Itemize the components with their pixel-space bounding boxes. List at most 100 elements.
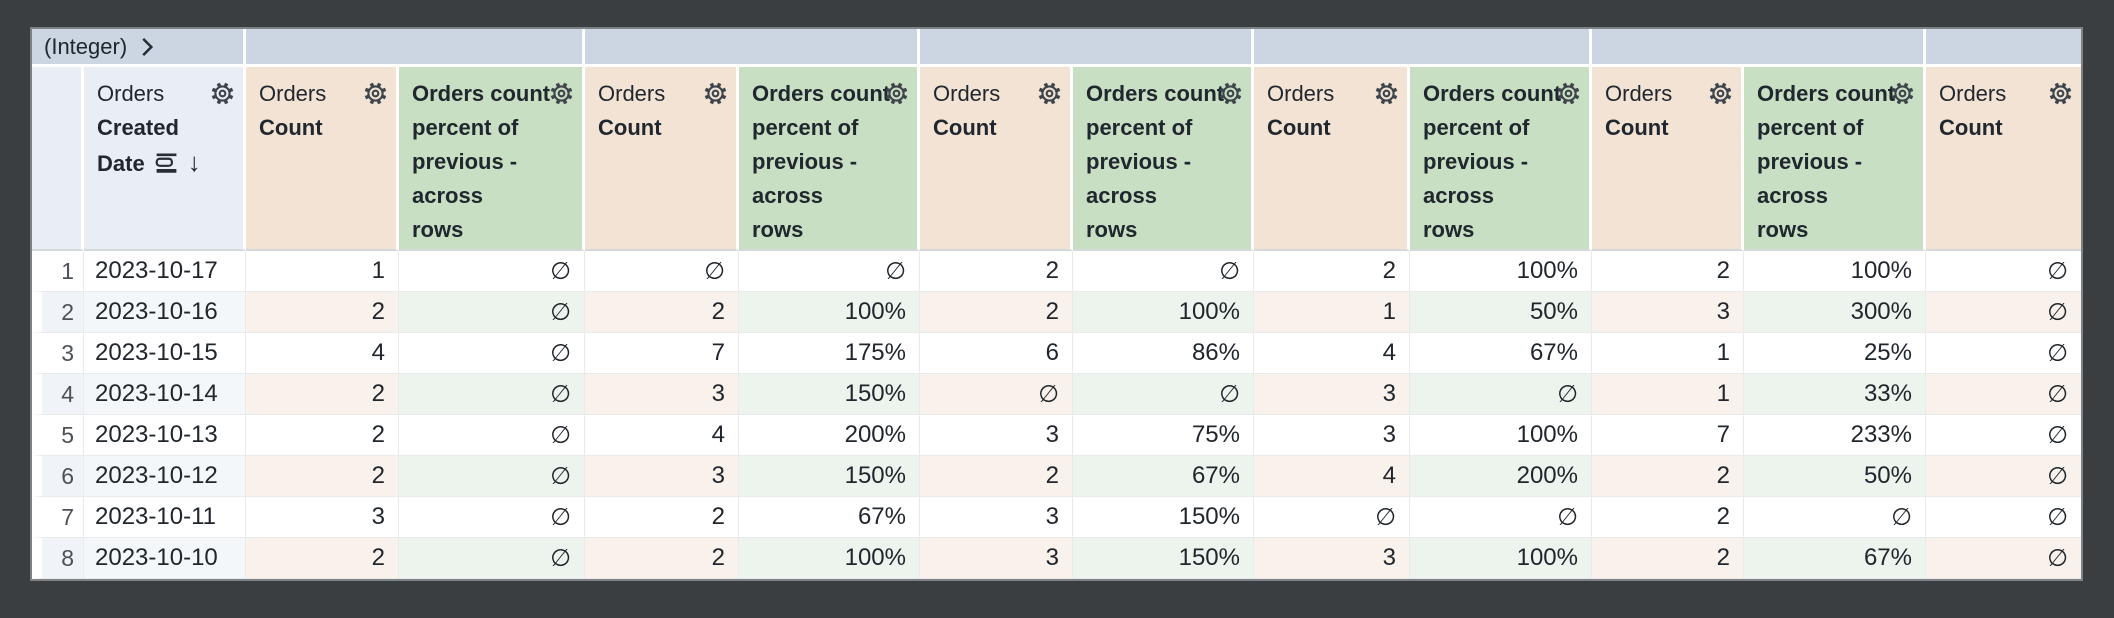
gear-icon[interactable] — [883, 80, 910, 107]
count-value-cell[interactable]: 2 — [1592, 456, 1744, 497]
gear-icon[interactable] — [548, 80, 575, 107]
count-value-cell[interactable]: 7 — [585, 333, 739, 374]
count-value-cell[interactable]: 2 — [1592, 251, 1744, 292]
gear-icon[interactable] — [1707, 80, 1734, 107]
percent-value-cell[interactable]: ∅ — [739, 251, 920, 292]
count-value-cell[interactable]: 2 — [920, 456, 1073, 497]
count-value-cell[interactable]: 2 — [585, 538, 739, 579]
count-value-cell[interactable]: 2 — [1592, 497, 1744, 538]
percent-value-cell[interactable]: ∅ — [399, 333, 585, 374]
percent-value-cell[interactable]: ∅ — [399, 497, 585, 538]
percent-value-cell[interactable]: ∅ — [399, 374, 585, 415]
count-value-cell[interactable]: 3 — [1254, 538, 1410, 579]
count-value-cell[interactable]: ∅ — [1926, 374, 2081, 415]
count-value-cell[interactable]: ∅ — [1926, 251, 2081, 292]
percent-value-cell[interactable]: 175% — [739, 333, 920, 374]
date-cell[interactable]: 2023-10-12 — [84, 456, 246, 497]
count-value-cell[interactable]: ∅ — [1254, 497, 1410, 538]
date-cell[interactable]: 2023-10-11 — [84, 497, 246, 538]
percent-value-cell[interactable]: 67% — [1410, 333, 1592, 374]
percent-value-cell[interactable]: ∅ — [399, 538, 585, 579]
percent-value-cell[interactable]: 100% — [739, 538, 920, 579]
count-value-cell[interactable]: 3 — [585, 456, 739, 497]
percent-value-cell[interactable]: 100% — [1744, 251, 1926, 292]
count-value-cell[interactable]: 2 — [920, 292, 1073, 333]
date-cell[interactable]: 2023-10-16 — [84, 292, 246, 333]
count-value-cell[interactable]: ∅ — [1926, 538, 2081, 579]
column-header-orders-count[interactable]: Orders Count — [1592, 67, 1744, 251]
count-value-cell[interactable]: ∅ — [1926, 333, 2081, 374]
count-value-cell[interactable]: 3 — [1254, 374, 1410, 415]
gear-icon[interactable] — [1217, 80, 1244, 107]
column-header-orders-count-percent-of-previous[interactable]: Orders count percent of previous - acros… — [1073, 67, 1254, 251]
percent-value-cell[interactable]: 150% — [1073, 538, 1254, 579]
percent-value-cell[interactable]: 200% — [1410, 456, 1592, 497]
count-value-cell[interactable]: 2 — [920, 251, 1073, 292]
percent-value-cell[interactable]: 150% — [739, 456, 920, 497]
chevron-right-icon[interactable] — [134, 34, 160, 60]
count-value-cell[interactable]: 1 — [1592, 333, 1744, 374]
count-value-cell[interactable]: 4 — [1254, 333, 1410, 374]
percent-value-cell[interactable]: ∅ — [399, 251, 585, 292]
percent-value-cell[interactable]: 233% — [1744, 415, 1926, 456]
column-header-orders-count[interactable]: Orders Count — [920, 67, 1073, 251]
gear-icon[interactable] — [1555, 80, 1582, 107]
count-value-cell[interactable]: ∅ — [1926, 292, 2081, 333]
percent-value-cell[interactable]: 200% — [739, 415, 920, 456]
count-value-cell[interactable]: 2 — [246, 538, 399, 579]
percent-value-cell[interactable]: 86% — [1073, 333, 1254, 374]
count-value-cell[interactable]: 3 — [1254, 415, 1410, 456]
date-cell[interactable]: 2023-10-10 — [84, 538, 246, 579]
gear-icon[interactable] — [1036, 80, 1063, 107]
gear-icon[interactable] — [362, 80, 389, 107]
count-value-cell[interactable]: 4 — [1254, 456, 1410, 497]
count-value-cell[interactable]: ∅ — [1926, 456, 2081, 497]
count-value-cell[interactable]: ∅ — [1926, 497, 2081, 538]
column-header-orders-count[interactable]: Orders Count — [1926, 67, 2081, 251]
percent-value-cell[interactable]: ∅ — [1410, 374, 1592, 415]
count-value-cell[interactable]: ∅ — [1926, 415, 2081, 456]
column-header-orders-count[interactable]: Orders Count — [1254, 67, 1410, 251]
percent-value-cell[interactable]: 67% — [1744, 538, 1926, 579]
count-value-cell[interactable]: ∅ — [920, 374, 1073, 415]
count-value-cell[interactable]: 2 — [585, 292, 739, 333]
percent-value-cell[interactable]: 25% — [1744, 333, 1926, 374]
count-value-cell[interactable]: 2 — [585, 497, 739, 538]
percent-value-cell[interactable]: 300% — [1744, 292, 1926, 333]
date-cell[interactable]: 2023-10-17 — [84, 251, 246, 292]
percent-value-cell[interactable]: ∅ — [1744, 497, 1926, 538]
count-value-cell[interactable]: 3 — [920, 538, 1073, 579]
percent-value-cell[interactable]: 100% — [1410, 251, 1592, 292]
count-value-cell[interactable]: 3 — [920, 497, 1073, 538]
percent-value-cell[interactable]: ∅ — [1073, 374, 1254, 415]
count-value-cell[interactable]: 7 — [1592, 415, 1744, 456]
count-value-cell[interactable]: 4 — [585, 415, 739, 456]
count-value-cell[interactable]: 2 — [246, 456, 399, 497]
column-header-orders-count-percent-of-previous[interactable]: Orders count percent of previous - acros… — [1410, 67, 1592, 251]
percent-value-cell[interactable]: 150% — [739, 374, 920, 415]
count-value-cell[interactable]: 6 — [920, 333, 1073, 374]
percent-value-cell[interactable]: 75% — [1073, 415, 1254, 456]
percent-value-cell[interactable]: 33% — [1744, 374, 1926, 415]
column-header-orders-created-date[interactable]: Orders Created Date ↓ — [84, 67, 246, 251]
gear-icon[interactable] — [1889, 80, 1916, 107]
gear-icon[interactable] — [702, 80, 729, 107]
count-value-cell[interactable]: 3 — [920, 415, 1073, 456]
percent-value-cell[interactable]: 67% — [739, 497, 920, 538]
column-header-orders-count[interactable]: Orders Count — [246, 67, 399, 251]
count-value-cell[interactable]: 3 — [246, 497, 399, 538]
percent-value-cell[interactable]: 100% — [739, 292, 920, 333]
column-header-orders-count-percent-of-previous[interactable]: Orders count percent of previous - acros… — [739, 67, 920, 251]
count-value-cell[interactable]: 2 — [246, 292, 399, 333]
count-value-cell[interactable]: 1 — [246, 251, 399, 292]
percent-value-cell[interactable]: 50% — [1744, 456, 1926, 497]
count-value-cell[interactable]: 3 — [585, 374, 739, 415]
count-value-cell[interactable]: 2 — [1254, 251, 1410, 292]
count-value-cell[interactable]: 4 — [246, 333, 399, 374]
percent-value-cell[interactable]: 100% — [1410, 538, 1592, 579]
column-header-orders-count[interactable]: Orders Count — [585, 67, 739, 251]
count-value-cell[interactable]: ∅ — [585, 251, 739, 292]
percent-value-cell[interactable]: 150% — [1073, 497, 1254, 538]
percent-value-cell[interactable]: ∅ — [399, 456, 585, 497]
date-cell[interactable]: 2023-10-15 — [84, 333, 246, 374]
